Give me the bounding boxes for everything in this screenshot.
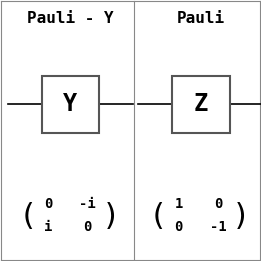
- Text: Pauli: Pauli: [177, 11, 225, 26]
- Text: ): ): [102, 202, 120, 231]
- Text: i: i: [44, 220, 52, 234]
- FancyBboxPatch shape: [42, 76, 99, 133]
- Text: -1: -1: [210, 220, 226, 234]
- Text: ): ): [232, 202, 251, 231]
- Text: 0: 0: [214, 197, 222, 211]
- Text: 0: 0: [83, 220, 92, 234]
- Text: (: (: [149, 202, 167, 231]
- Text: 1: 1: [175, 197, 183, 211]
- Text: (: (: [18, 202, 37, 231]
- Text: Y: Y: [63, 92, 78, 116]
- FancyBboxPatch shape: [172, 76, 230, 133]
- Text: Pauli - Y: Pauli - Y: [27, 11, 114, 26]
- Text: -i: -i: [79, 197, 96, 211]
- Text: Z: Z: [194, 92, 208, 116]
- Text: 0: 0: [175, 220, 183, 234]
- Text: 0: 0: [44, 197, 52, 211]
